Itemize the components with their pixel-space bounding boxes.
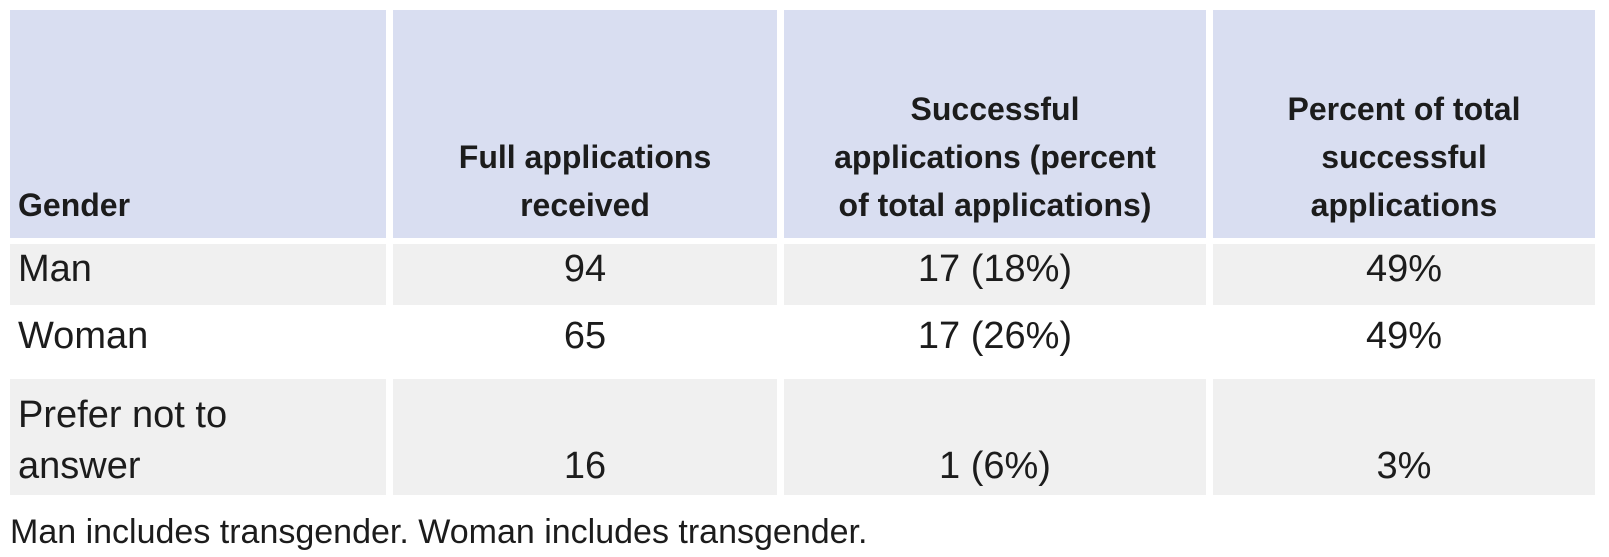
cell-percent-total-successful: 49% <box>1213 244 1595 306</box>
header-cell-successful-applications: Successful applications (percent of tota… <box>784 10 1206 238</box>
cell-gender: Prefer not to answer <box>10 378 386 495</box>
cell-percent-total-successful: 3% <box>1213 378 1595 495</box>
table-row-prefer-not-to-answer: Prefer not to answer 16 1 (6%) 3% <box>10 378 1595 495</box>
gender-applications-table: Gender Full applications received Succes… <box>3 4 1602 501</box>
table-header-row: Gender Full applications received Succes… <box>10 10 1595 238</box>
header-cell-gender: Gender <box>10 10 386 238</box>
cell-gender: Man <box>10 244 386 306</box>
table-row-man: Man 94 17 (18%) 49% <box>10 244 1595 306</box>
cell-successful-applications: 17 (18%) <box>784 244 1206 306</box>
header-cell-percent-total-successful: Percent of total successful applications <box>1213 10 1595 238</box>
table-footnote: Man includes transgender. Woman includes… <box>10 512 868 551</box>
cell-successful-applications: 17 (26%) <box>784 311 1206 373</box>
table-row-woman: Woman 65 17 (26%) 49% <box>10 311 1595 373</box>
cell-full-applications: 94 <box>393 244 777 306</box>
cell-full-applications: 65 <box>393 311 777 373</box>
cell-percent-total-successful: 49% <box>1213 311 1595 373</box>
cell-full-applications: 16 <box>393 378 777 495</box>
cell-successful-applications: 1 (6%) <box>784 378 1206 495</box>
header-cell-full-applications: Full applications received <box>393 10 777 238</box>
page: Gender Full applications received Succes… <box>0 4 1609 557</box>
cell-gender: Woman <box>10 311 386 373</box>
